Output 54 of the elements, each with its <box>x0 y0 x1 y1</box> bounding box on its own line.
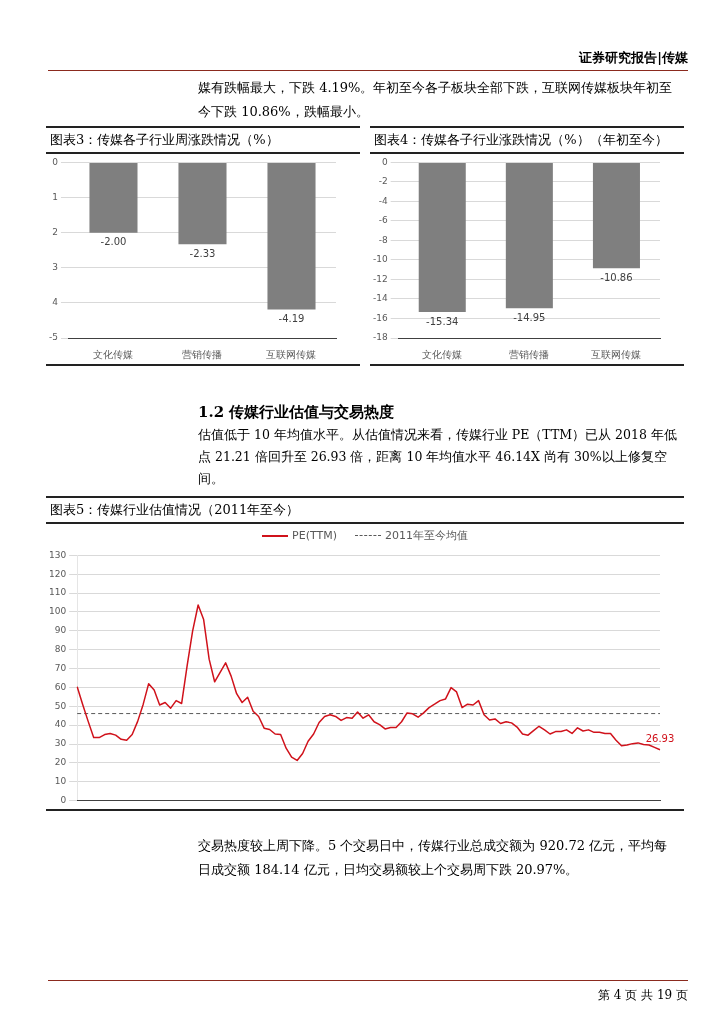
y-tick-label: 110 <box>48 587 67 598</box>
y-tick-label: 10 <box>54 776 67 787</box>
y-tick-label: 1 <box>52 191 58 202</box>
x-tick-label: 互联网传媒 <box>266 348 317 360</box>
y-tick-label: 0 <box>381 156 388 167</box>
chart-title: 图表3：传媒各子行业周涨跌情况（%） <box>46 126 360 154</box>
y-tick-label: 130 <box>48 549 67 560</box>
y-tick-label: -12 <box>373 273 388 284</box>
data-label: -4.19 <box>278 313 305 325</box>
y-tick-label: 50 <box>54 700 67 711</box>
y-tick-label: 4 <box>52 297 59 308</box>
text: 第 4 页 共 19 页 <box>598 987 688 1004</box>
y-tick-label: 0 <box>60 794 67 805</box>
chart-title: 图表4：传媒各子行业涨跌情况（%）（年初至今） <box>370 126 684 154</box>
data-label: -10.86 <box>600 271 633 283</box>
y-tick-label: 100 <box>48 606 67 617</box>
data-label: -15.34 <box>426 315 459 327</box>
x-tick-label: 互联网传媒 <box>591 348 642 360</box>
x-tick-label: 营销传播 <box>509 348 550 360</box>
text: 交易热度较上周下降。5 个交易日中，传媒行业总成交额为 920.72 亿元，平均每日成交额 184.14 亿元，日均交易额较上个交易周下跌 20.97%。 <box>198 837 669 879</box>
x-tick-label: 文化传媒 <box>93 348 134 360</box>
y-tick-label: 30 <box>54 738 67 749</box>
y-tick-label: -2 <box>378 176 388 187</box>
y-tick-label: 3 <box>52 262 58 273</box>
legend-label: 2011年至今均值 <box>384 528 468 543</box>
y-tick-label: 0 <box>52 156 59 167</box>
y-tick-label: -16 <box>373 312 388 323</box>
y-tick-label: 40 <box>54 719 67 730</box>
data-label: -2.33 <box>189 247 216 259</box>
y-tick-label: 90 <box>54 625 67 636</box>
y-tick-label: -14 <box>373 293 388 304</box>
y-tick-label: -6 <box>378 215 388 226</box>
y-tick-label: 60 <box>54 681 67 692</box>
y-tick-label: -5 <box>48 332 58 343</box>
y-tick-label: 120 <box>48 568 67 579</box>
text: 估值低于 10 年均值水平。从估值情况来看，传媒行业 PE（TTM）已从 2018 年低点 21.21 倍回升至 26.93 倍，距离 10 年均值水平 46.14X 尚有 30%以上修复空间。 <box>198 426 678 488</box>
y-tick-label: -8 <box>378 234 388 245</box>
y-tick-label: -18 <box>373 332 388 343</box>
data-label: -2.00 <box>100 236 127 248</box>
text: 媒有跌幅最大，下跌 4.19%。年初至今各子板块全部下跌，互联网传媒板块年初至今下跌 10.86%，跌幅最小。 <box>198 79 674 121</box>
text: 1.2 传媒行业估值与交易热度 <box>198 402 395 423</box>
data-label: -14.95 <box>513 311 546 323</box>
chart-title: 图表5：传媒行业估值情况（2011年至今） <box>46 496 684 524</box>
y-tick-label: 2 <box>52 226 58 237</box>
y-tick-label: 20 <box>54 757 67 768</box>
y-tick-label: 70 <box>54 662 67 673</box>
data-label: 26.93 <box>645 733 675 745</box>
x-tick-label: 文化传媒 <box>422 348 463 360</box>
legend-label: PE(TTM) <box>292 529 337 542</box>
text: 证券研究报告|传媒 <box>579 49 688 67</box>
y-tick-label: -10 <box>373 254 388 265</box>
x-tick-label: 营销传播 <box>182 348 223 360</box>
y-tick-label: 80 <box>54 644 67 655</box>
y-tick-label: -4 <box>378 195 388 206</box>
